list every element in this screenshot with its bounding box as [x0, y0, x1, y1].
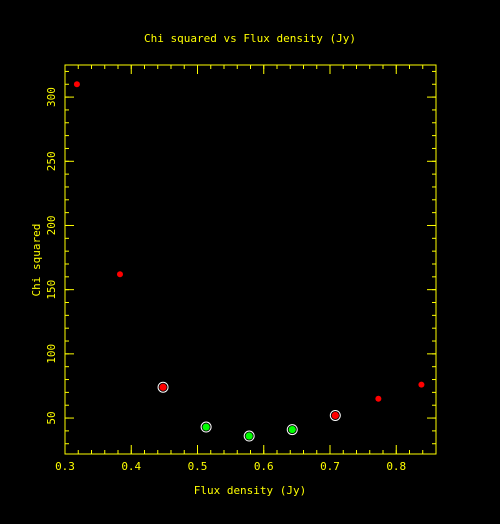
x-tick-label: 0.5 [188, 460, 208, 473]
x-tick-label: 0.6 [254, 460, 274, 473]
y-tick-label: 200 [45, 216, 58, 236]
data-point-ring [243, 430, 255, 442]
data-point-ring [157, 381, 169, 393]
x-tick-label: 0.8 [386, 460, 406, 473]
y-tick-label: 300 [45, 87, 58, 107]
data-point [375, 395, 382, 402]
data-point-ring [200, 421, 212, 433]
axis-tick-labels: 0.3 0.4 0.5 0.6 0.7 0.8 50 100 150 200 250 300 [45, 87, 406, 473]
data-point [245, 432, 253, 440]
data-point [73, 81, 80, 88]
y-axis-label: Chi squared [30, 224, 43, 297]
y-tick-label: 100 [45, 344, 58, 364]
x-tick-label: 0.4 [121, 460, 141, 473]
y-tick-label: 50 [45, 411, 58, 424]
data-point [159, 383, 167, 391]
data-point [202, 423, 210, 431]
data-point [288, 426, 296, 434]
y-tick-label: 150 [45, 280, 58, 300]
data-point-ring [286, 424, 298, 436]
x-tick-label: 0.3 [55, 460, 75, 473]
y-tick-label: 250 [45, 151, 58, 171]
data-point-ring [329, 409, 341, 421]
x-axis-label: Flux density (Jy) [194, 484, 307, 497]
data-point [116, 271, 123, 278]
chart-title: Chi squared vs Flux density (Jy) [144, 32, 356, 45]
data-point [418, 381, 425, 388]
data-point [331, 411, 339, 420]
x-tick-label: 0.7 [320, 460, 340, 473]
axis-ticks [64, 65, 437, 454]
data-points [73, 81, 425, 442]
